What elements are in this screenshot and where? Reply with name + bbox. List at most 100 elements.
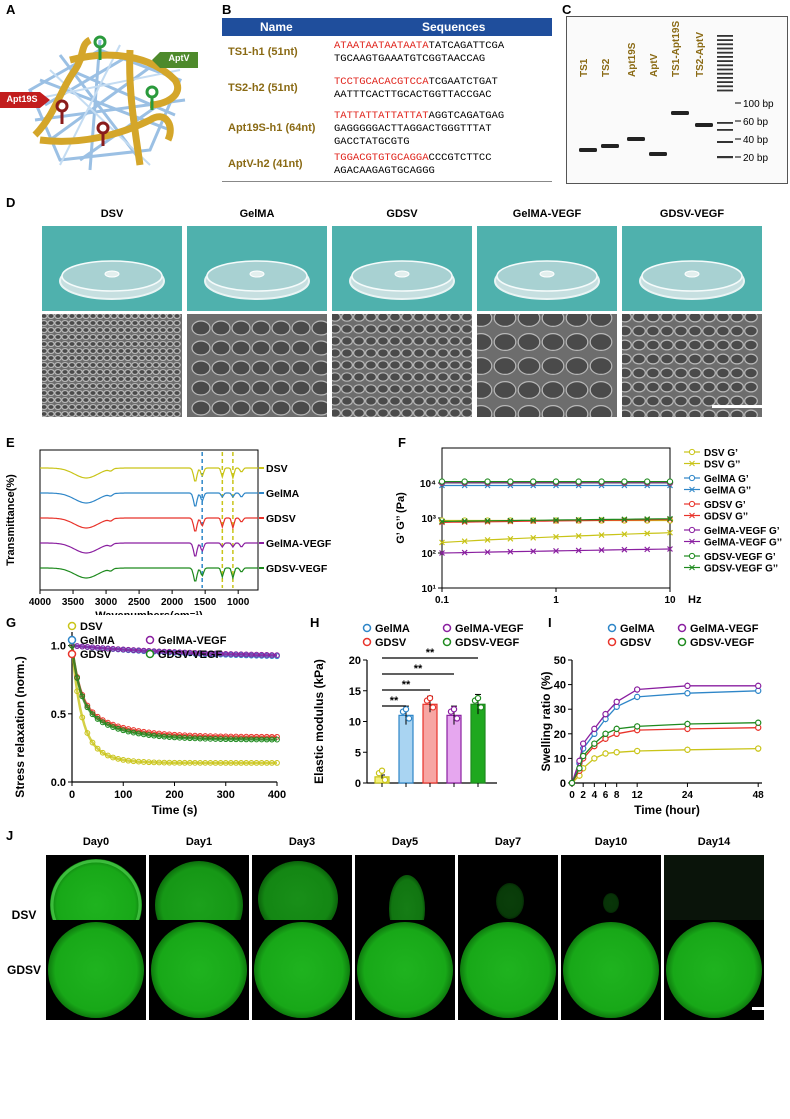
x-tick-label: 3500 [62,597,85,608]
y-tick-label: 40 [554,680,566,692]
fluorescence-image [458,920,558,1020]
y-tick-label: 10 [349,717,361,729]
data-point [754,719,762,726]
gel-band [627,137,645,141]
row-label: DSV [11,908,37,922]
fluorescence-svg [666,922,762,1018]
seq-line2: AATTTCACTTGCACTGGTTACCGAC [334,89,492,101]
data-point [461,518,468,525]
data-point [553,533,559,540]
x-tick-label: 1000 [227,597,250,608]
fluorescence-image [46,920,146,1020]
data-point [405,715,413,722]
series-label: DSV [266,463,288,475]
seq-name: TS2-h2 (51nt) [228,82,298,94]
data-point [402,705,410,713]
legend-label: DSV [80,621,103,633]
data-point [507,535,514,542]
data-point [591,740,598,747]
data-point [125,728,132,735]
stress-relaxation-chart: 0 100 200 300 400 Time (s) 0.0 0.5 1.0 Stress rel… [13,621,286,817]
data-point [644,516,651,522]
ftir-series-line [40,492,258,507]
data-point [453,715,461,722]
data-point [104,722,111,728]
data-point [461,478,468,485]
data-point [439,550,445,556]
data-point [633,686,641,693]
ladder-band [717,35,733,37]
gel-lane-label: TS1 [579,58,590,77]
y-axis-label: Swelling ratio (%) [540,671,553,771]
x-tick-label: 400 [268,789,286,801]
data-point [754,682,762,690]
seq-line1: TCGAATCTGAT [428,76,498,88]
data-point [602,710,609,718]
series-label: GelMA-VEGF [266,538,332,550]
hydrogel-network-illustration [0,35,198,171]
significance-label: ** [426,647,435,659]
data-point [381,776,389,784]
ladder-band [717,51,733,54]
x-tick-label: 48 [753,790,765,801]
data-point [530,518,537,525]
data-point [575,547,582,554]
data-point [274,760,280,766]
data-point [461,549,468,556]
data-point [644,478,651,485]
dish-svg [494,260,600,300]
scale-bar-j [752,1007,772,1010]
header-name: Name [260,20,293,34]
x-tick-label: 100 [114,789,132,801]
gel-lane-label: Apt19S [627,42,638,77]
ftir-series-line [40,567,258,582]
series-line [71,644,277,657]
column-title: DSV [100,208,124,220]
fluorescence-svg [151,922,247,1018]
y-tick-label: 0 [355,778,361,790]
sem-svg [477,314,613,417]
gel-band [579,148,597,152]
legend-label: DSV G’’ [704,460,741,471]
x-tick-label: 1500 [194,597,217,608]
data-point [667,529,673,536]
data-point [598,547,605,554]
ladder-band [717,56,733,58]
plot-frame [39,449,259,591]
day-label: Day5 [391,836,419,848]
gel-lane-label: TS1-Apt19S [671,21,682,77]
legend-label: GDSV [620,637,652,649]
data-point [530,534,537,541]
sem-image [187,314,327,417]
data-point [575,516,582,523]
data-point [666,478,674,485]
data-point [110,754,116,761]
fluorescence-svg [258,861,338,937]
ladder-band [717,43,733,46]
seq-line1: AGGTCAGATGAG [428,110,505,122]
x-tick-label: 0.1 [435,595,449,606]
panel-label-h: H [310,615,320,630]
fluorescence-svg [48,922,144,1018]
data-point [621,546,628,553]
data-point [598,478,605,485]
data-point [461,538,468,545]
data-point [461,519,468,525]
seq-red: TGGACGTGTGCAGGA [334,152,429,164]
x-tick-label: 2500 [128,597,151,608]
column-title: GDSV [386,208,418,220]
y-tick-label: 10² [422,549,437,560]
bar [422,703,438,784]
column-title: GelMA-VEGF [512,208,582,220]
data-point [602,750,609,757]
data-point [89,739,96,746]
legend-marker [688,448,696,456]
seq-name: Apt19S-h1 (64nt) [228,122,316,134]
y-tick-label: 0.5 [51,709,66,721]
column-title: GelMA [239,208,275,220]
fluorescence-svg [254,922,350,1018]
seq-line1: TATCAGATTCGA [428,40,505,52]
sem-svg [191,320,327,416]
x-tick-label: 0 [569,790,575,801]
series-line [70,645,277,741]
